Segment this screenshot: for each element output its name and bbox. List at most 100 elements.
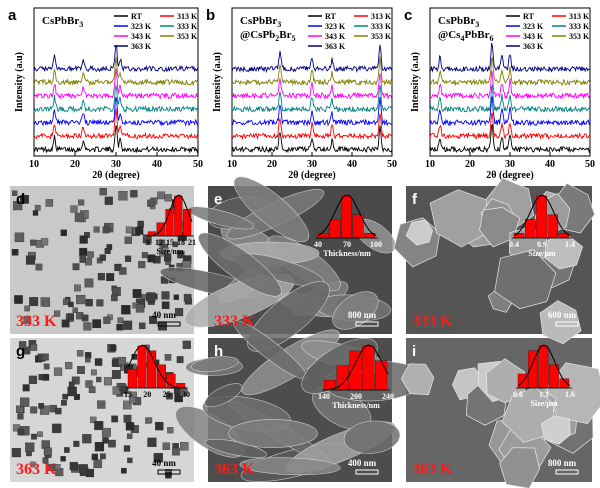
histogram-tick-label: 140: [318, 392, 330, 401]
nanocube: [71, 376, 80, 385]
nanocube: [17, 428, 25, 436]
xrd-series-313-k: [33, 108, 199, 140]
nanocube: [14, 295, 23, 304]
nanocube: [29, 297, 39, 307]
nanocube: [99, 187, 107, 196]
nanocube: [94, 358, 103, 366]
nanocube: [145, 239, 152, 245]
temperature-label: 363 K: [214, 461, 255, 478]
histogram-axis-label: Thickness/nm: [323, 249, 371, 258]
polyhedral-crystal: [401, 363, 435, 395]
nanocube: [76, 294, 86, 305]
nanocube: [76, 350, 84, 357]
panel-letter: c: [404, 7, 412, 24]
nanocube: [111, 294, 118, 302]
nanocube: [121, 467, 127, 474]
nanocube: [79, 256, 87, 263]
nanocube: [99, 254, 106, 261]
nanocube: [64, 447, 70, 453]
nanocube: [37, 431, 43, 437]
nanocube: [153, 453, 163, 463]
nanocube: [48, 464, 56, 472]
nanocube: [146, 292, 156, 302]
histogram-bar: [137, 345, 147, 389]
polyhedral-crystal: [499, 447, 540, 488]
x-tick-label: 30: [505, 159, 515, 170]
nanocube: [35, 263, 43, 271]
nanocube: [83, 322, 92, 331]
legend-label: 333 K: [371, 22, 392, 31]
crystal-field: [401, 358, 600, 488]
legend-label: 333 K: [569, 22, 590, 31]
histogram-bar: [182, 209, 192, 237]
nanocube: [155, 421, 164, 431]
histogram-tick-label: 1.1: [539, 390, 549, 399]
scale-bar-label: 800 nm: [548, 458, 577, 468]
nanocube: [68, 381, 75, 388]
nanocube: [116, 323, 123, 331]
histogram-bar: [362, 345, 375, 391]
plate-field: [159, 176, 396, 352]
nanocube: [172, 447, 180, 456]
xrd-series-rt: [33, 125, 199, 154]
nanocube: [123, 400, 132, 410]
histogram-tick-label: 0.9: [537, 240, 547, 249]
plate-crystal: [239, 457, 341, 476]
legend-label: RT: [131, 12, 142, 21]
nanocube: [176, 356, 184, 364]
histogram-tick-label: 0.6: [513, 390, 523, 399]
plate-crystal: [228, 419, 318, 448]
nanocube: [111, 415, 118, 423]
nanocube: [120, 386, 129, 394]
nanocube: [164, 354, 172, 361]
legend-label: 323 K: [325, 22, 346, 31]
x-tick-label: 40: [152, 159, 162, 170]
size-histogram: 0.4 0.9 1.4 Size/μm: [509, 194, 575, 258]
xrd-series-343-k: [33, 68, 199, 100]
xrd-panel-c: c Intensity (a.u) 10 20 30 40 50 2θ (degree) CsP…: [404, 7, 595, 181]
nanocube: [73, 440, 80, 447]
nanocube: [111, 287, 121, 296]
scale-bar: [355, 469, 379, 475]
legend-label: 323 K: [523, 22, 544, 31]
nanocube: [117, 317, 124, 324]
nanocube: [167, 427, 174, 434]
histogram-tick-label: 0.4: [509, 240, 519, 249]
panel-letter: f: [412, 191, 418, 208]
sample-title-line2: @CsPb2Br5: [240, 29, 296, 43]
nanocube: [73, 393, 80, 400]
panel-letter: d: [16, 191, 25, 208]
nanocube: [41, 353, 49, 361]
xrd-series-333-k: [231, 85, 393, 113]
nanocube: [147, 199, 155, 207]
nanocube: [67, 386, 77, 397]
nanocube: [61, 400, 67, 406]
nanocube: [28, 375, 38, 384]
sample-title: CsPbBr3: [42, 15, 83, 29]
histogram-bar: [375, 360, 388, 391]
nanocube: [108, 439, 116, 448]
nanocube: [84, 278, 94, 288]
xrd-series-323-k: [231, 96, 393, 127]
nanocube: [12, 190, 18, 196]
temperature-label: 363 K: [412, 461, 453, 478]
size-histogram: 0.6 1.1 1.6 Size/μm: [513, 344, 575, 408]
legend-label: 353 K: [177, 32, 198, 41]
nanocube: [24, 305, 30, 312]
temperature-label: 333 K: [16, 313, 57, 330]
nanocube: [72, 307, 78, 313]
gaussian-fit-line: [317, 194, 377, 237]
nanocube: [125, 226, 133, 234]
nanocube: [147, 437, 157, 447]
histogram-tick-label: 20: [143, 390, 151, 399]
nanocube: [43, 363, 50, 370]
panel-letter: g: [16, 343, 25, 360]
nanocube: [103, 316, 111, 324]
temperature-label: 333 K: [412, 313, 453, 330]
polyhedral-crystal: [544, 234, 584, 270]
nanocube: [12, 424, 21, 432]
nanocube: [182, 340, 191, 349]
nanocube: [125, 422, 135, 431]
